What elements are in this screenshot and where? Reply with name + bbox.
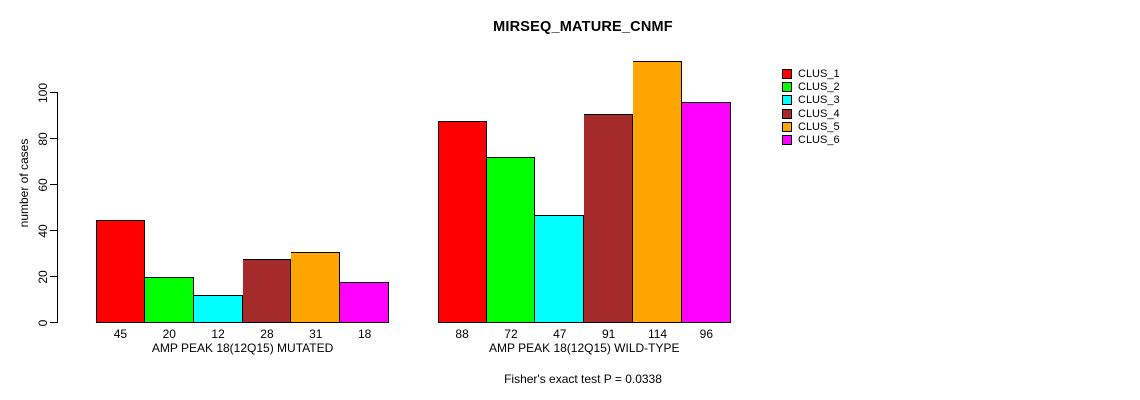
- legend-item: CLUS_6: [782, 133, 840, 146]
- legend: CLUS_1 CLUS_2 CLUS_3 CLUS_4 CLUS_5 CLUS_6: [782, 67, 840, 147]
- legend-item: CLUS_2: [782, 80, 840, 93]
- legend-label: CLUS_4: [798, 107, 840, 120]
- y-tick-label: 80: [36, 131, 50, 146]
- y-tick-label: 100: [36, 82, 50, 103]
- bar-value-label: 96: [699, 327, 714, 341]
- bar-value-label: 88: [455, 327, 469, 341]
- y-tick-label: 40: [36, 223, 50, 238]
- bar-value-label: 45: [113, 327, 128, 341]
- y-tick-mark: [50, 184, 57, 185]
- y-tick-mark: [50, 276, 57, 277]
- legend-swatch-icon: [782, 135, 792, 146]
- legend-swatch-icon: [782, 81, 792, 92]
- bar-value-label: 12: [211, 327, 225, 341]
- legend-label: CLUS_3: [798, 94, 840, 107]
- legend-swatch-icon: [782, 68, 792, 79]
- fisher-test-annotation: Fisher's exact test P = 0.0338: [504, 372, 662, 386]
- y-tick-label: 60: [36, 177, 50, 192]
- legend-swatch-icon: [782, 108, 792, 119]
- y-tick-mark: [50, 92, 57, 93]
- bar-clus_2: [486, 157, 536, 323]
- y-tick-mark: [50, 230, 57, 231]
- group-label: AMP PEAK 18(12Q15) MUTATED: [151, 341, 334, 355]
- group-label: AMP PEAK 18(12Q15) WILD-TYPE: [488, 341, 680, 355]
- bar-value-label: 91: [601, 327, 616, 341]
- bar-value-label: 28: [260, 327, 274, 341]
- bar-clus_4: [584, 113, 634, 323]
- bar-clus_1: [437, 120, 487, 323]
- bar-clus_5: [633, 60, 682, 323]
- bar-clus_2: [144, 277, 194, 323]
- bar-clus_1: [96, 219, 145, 323]
- legend-item: CLUS_5: [782, 120, 840, 133]
- bar-value-label: 72: [504, 327, 518, 341]
- chart-title: MIRSEQ_MATURE_CNMF: [493, 19, 673, 35]
- bar-clus_5: [291, 251, 341, 323]
- legend-label: CLUS_1: [798, 67, 840, 80]
- legend-item: CLUS_4: [782, 107, 840, 120]
- bar-clus_6: [681, 102, 731, 323]
- bar-clus_3: [535, 214, 585, 323]
- bar-value-label: 31: [309, 327, 323, 341]
- y-tick-mark: [50, 138, 57, 139]
- y-tick-label: 0: [36, 319, 50, 326]
- bar-value-label: 114: [647, 327, 668, 341]
- y-tick-label: 20: [36, 269, 50, 284]
- bar-value-label: 47: [553, 327, 567, 341]
- legend-label: CLUS_2: [798, 80, 840, 93]
- bar-clus_4: [242, 258, 292, 323]
- legend-label: CLUS_5: [798, 120, 840, 133]
- bar-clus_6: [340, 281, 390, 323]
- legend-item: CLUS_3: [782, 94, 840, 107]
- y-axis-title: number of cases: [17, 138, 31, 228]
- bar-value-label: 20: [162, 327, 176, 341]
- bar-clus_3: [193, 295, 243, 323]
- y-tick-mark: [50, 322, 57, 323]
- bar-value-label: 18: [357, 327, 372, 341]
- legend-item: CLUS_1: [782, 67, 840, 80]
- legend-label: CLUS_6: [798, 134, 840, 147]
- legend-swatch-icon: [782, 121, 792, 132]
- legend-swatch-icon: [782, 95, 792, 106]
- y-axis-line: [57, 92, 58, 323]
